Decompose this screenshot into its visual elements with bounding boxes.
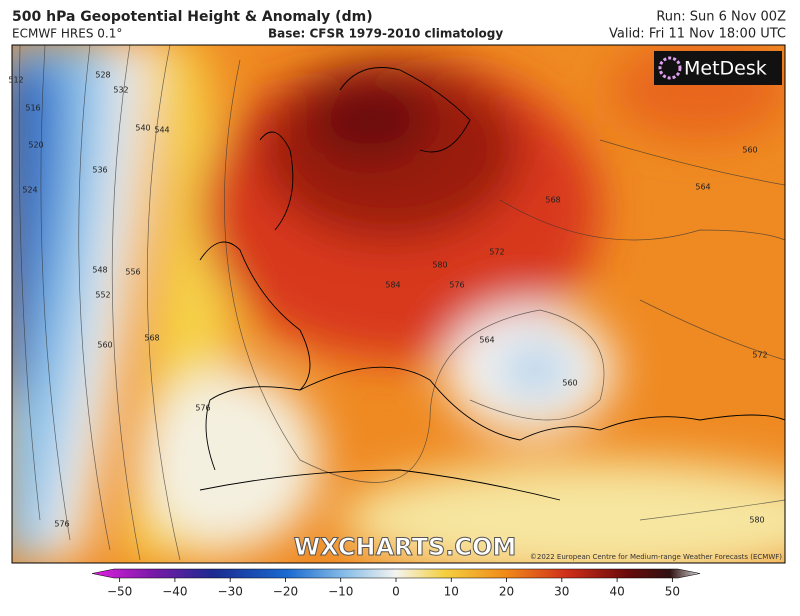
colorbar-tick-label: −10 [328, 585, 353, 599]
colorbar-tick-label: 50 [665, 585, 680, 599]
contour-label: 516 [25, 104, 40, 113]
colorbar-tick-label: −40 [162, 585, 187, 599]
contour-label: 540 [135, 124, 150, 133]
contour-label: 576 [449, 281, 464, 290]
watermark: WXCHARTS.COM [294, 533, 516, 561]
contour-label: 564 [479, 336, 494, 345]
colorbar-tick-label: −30 [218, 585, 243, 599]
contour-label: 560 [97, 341, 112, 350]
contour-label: 572 [489, 248, 504, 257]
contour-label: 580 [749, 516, 764, 525]
contour-label: 568 [144, 334, 159, 343]
contour-label: 552 [95, 291, 110, 300]
contour-label: 576 [195, 404, 210, 413]
contour-label: 544 [154, 126, 169, 135]
logo-icon [658, 56, 682, 80]
contour-label: 536 [92, 166, 107, 175]
colorbar-tick-label: −20 [273, 585, 298, 599]
model: ECMWF HRES 0.1° [12, 27, 122, 41]
colorbar-tick-label: 30 [554, 585, 569, 599]
contour-label: 524 [22, 186, 37, 195]
contour-label: 528 [95, 71, 110, 80]
colorbar-tick-label: 20 [499, 585, 514, 599]
contour-label: 560 [742, 146, 757, 155]
colorbar-tick-label: 10 [444, 585, 459, 599]
contour-label: 572 [752, 351, 767, 360]
run: Run: Sun 6 Nov 00Z [656, 10, 786, 25]
contour-label: 584 [385, 281, 400, 290]
base: Base: CFSR 1979-2010 climatology [268, 27, 503, 41]
contour-label: 556 [125, 268, 140, 277]
contour-label: 532 [113, 86, 128, 95]
contour-label: 548 [92, 266, 107, 275]
logo: MetDesk [684, 58, 767, 80]
colorbar: −50 −40 −30 −20 −10 0 10 20 30 40 50 [91, 568, 701, 599]
contour-label: 576 [54, 520, 69, 529]
contour-label: 568 [545, 196, 560, 205]
logo-box [654, 51, 782, 85]
valid: Valid: Fri 11 Nov 18:00 UTC [609, 27, 786, 42]
contour-label: 512 [8, 76, 23, 85]
colorbar-body [91, 568, 701, 579]
copyright: ©2022 European Centre for Medium-range W… [530, 553, 782, 561]
map [12, 45, 785, 563]
contour-label: 580 [432, 261, 447, 270]
colorbar-tick-label: 0 [392, 585, 400, 599]
title: 500 hPa Geopotential Height & Anomaly (d… [12, 9, 373, 25]
colorbar-tick-label: 40 [609, 585, 624, 599]
contour-label: 564 [695, 183, 710, 192]
colorbar-tick-label: −50 [107, 585, 132, 599]
contour-label: 520 [28, 141, 43, 150]
contour-label: 560 [562, 379, 577, 388]
